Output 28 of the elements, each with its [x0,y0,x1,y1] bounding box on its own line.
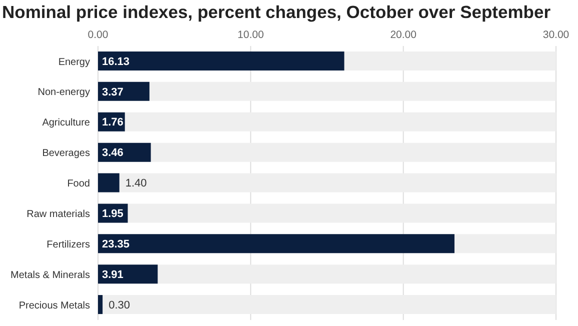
y-tick-label: Food [67,178,90,190]
y-tick-label: Precious Metals [18,300,90,312]
y-tick-label: Energy [58,56,90,68]
y-tick-label: Non-energy [38,87,90,98]
y-tick-label: Fertilizers [46,239,90,250]
bar [98,82,150,101]
bar [98,264,158,284]
data-label: 0.30 [108,299,130,312]
data-label: 1.40 [125,178,147,190]
y-tick-label: Agriculture [42,118,90,129]
y-tick-label: Metals & Minerals [10,270,90,281]
y-tick-label: Raw materials [26,208,90,220]
data-label: 1.76 [102,116,124,129]
data-label: 23.35 [102,238,130,250]
data-label: 3.91 [102,268,124,281]
data-label: 3.37 [102,86,124,98]
y-tick-label: Beverages [42,148,90,160]
data-label: 3.46 [102,147,124,160]
x-tick-label: 20.00 [390,29,417,41]
x-tick-label: 0.00 [88,29,108,41]
x-tick-label: 10.00 [238,29,264,41]
bar [98,173,120,192]
data-label: 16.13 [102,56,130,68]
x-tick-label: 30.00 [542,29,570,41]
bar [98,295,103,314]
chart-title: Nominal price indexes, percent changes, October over September [2,2,552,24]
bar [98,142,151,162]
data-label: 1.95 [102,208,124,220]
